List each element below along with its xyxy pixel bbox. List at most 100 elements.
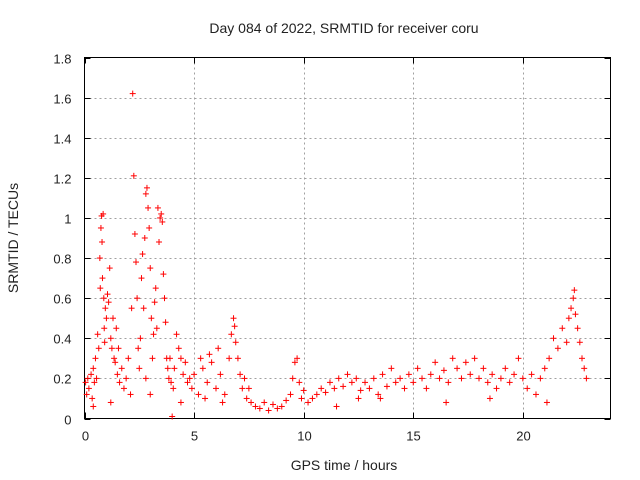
- data-point: [298, 395, 305, 402]
- data-point: [419, 375, 426, 382]
- data-point: [230, 315, 237, 322]
- x-tick-label: 5: [191, 429, 198, 444]
- y-tick-label: 1.6: [53, 92, 71, 107]
- data-point: [108, 345, 115, 352]
- data-point: [173, 331, 180, 338]
- data-point: [239, 385, 246, 392]
- data-point: [375, 391, 382, 398]
- data-point: [388, 365, 395, 372]
- data-point: [104, 291, 111, 298]
- data-point: [168, 379, 175, 386]
- x-tick-label: 10: [297, 429, 311, 444]
- data-point: [348, 379, 355, 386]
- data-point: [583, 375, 590, 382]
- data-point: [166, 355, 173, 362]
- data-point: [261, 399, 268, 406]
- data-point: [94, 331, 101, 338]
- data-point: [484, 379, 491, 386]
- data-points: [82, 90, 590, 420]
- data-point: [570, 295, 577, 302]
- data-point: [289, 375, 296, 382]
- data-point: [401, 385, 408, 392]
- data-point: [340, 383, 347, 390]
- data-point: [305, 399, 312, 406]
- data-point: [445, 379, 452, 386]
- data-point: [106, 265, 113, 272]
- data-point: [82, 379, 89, 386]
- data-point: [283, 397, 290, 404]
- data-point: [177, 399, 184, 406]
- y-tick-label: 1.2: [53, 172, 71, 187]
- data-point: [571, 287, 578, 294]
- y-tick-label: 0: [64, 413, 71, 428]
- data-point: [134, 295, 141, 302]
- data-point: [170, 385, 177, 392]
- data-point: [528, 371, 535, 378]
- data-point: [537, 375, 544, 382]
- data-point: [197, 355, 204, 362]
- data-point: [101, 325, 108, 332]
- data-point: [153, 325, 160, 332]
- data-point: [129, 90, 136, 97]
- data-point: [186, 375, 193, 382]
- data-point: [146, 224, 153, 231]
- data-point: [397, 375, 404, 382]
- y-tick-labels: 0 0.2 0.4 0.6 0.8 1 1.2 1.4 1.6 1.8: [53, 52, 71, 428]
- data-point: [157, 214, 164, 221]
- data-point: [149, 355, 156, 362]
- data-point: [436, 375, 443, 382]
- data-point: [97, 285, 104, 292]
- data-point: [130, 172, 137, 179]
- data-point: [471, 355, 478, 362]
- data-point: [241, 375, 248, 382]
- data-point: [493, 385, 500, 392]
- data-point: [138, 275, 145, 282]
- x-tick-label: 15: [406, 429, 420, 444]
- data-point: [141, 235, 148, 241]
- data-point: [574, 325, 581, 332]
- data-point: [515, 355, 522, 362]
- y-tick-label: 0.8: [53, 252, 71, 267]
- data-point: [454, 365, 461, 372]
- data-point: [180, 371, 187, 378]
- data-point: [550, 335, 557, 342]
- y-tick-label: 0.4: [53, 332, 71, 347]
- data-point: [202, 395, 209, 402]
- chart-title: Day 084 of 2022, SRMTID for receiver cor…: [209, 20, 478, 36]
- data-point: [309, 395, 316, 402]
- data-point: [546, 355, 553, 362]
- data-point: [85, 385, 92, 392]
- data-point: [96, 255, 103, 262]
- data-point: [232, 339, 239, 346]
- data-point: [248, 399, 255, 406]
- data-point: [103, 315, 110, 322]
- data-point: [102, 305, 109, 312]
- data-point: [169, 413, 176, 420]
- data-point: [572, 311, 579, 318]
- data-point: [109, 315, 116, 322]
- data-point: [143, 184, 150, 191]
- data-point: [84, 375, 91, 382]
- data-point: [458, 375, 465, 382]
- data-point: [147, 391, 154, 398]
- y-axis-label: SRMTID / TECUs: [5, 183, 21, 293]
- data-point: [423, 385, 430, 392]
- data-point: [89, 395, 96, 402]
- data-point: [99, 239, 106, 246]
- data-point: [215, 345, 222, 352]
- data-point: [443, 399, 450, 406]
- data-point: [502, 365, 509, 372]
- data-point: [159, 218, 166, 225]
- data-point: [188, 385, 195, 392]
- data-point: [234, 355, 241, 362]
- data-point: [184, 379, 191, 386]
- data-point: [511, 371, 518, 378]
- data-point: [252, 403, 259, 410]
- data-point: [165, 375, 172, 382]
- data-point: [175, 345, 182, 352]
- data-point: [171, 365, 178, 372]
- data-point: [231, 323, 238, 330]
- data-point: [563, 339, 570, 346]
- data-point: [243, 395, 250, 402]
- data-point: [161, 295, 168, 302]
